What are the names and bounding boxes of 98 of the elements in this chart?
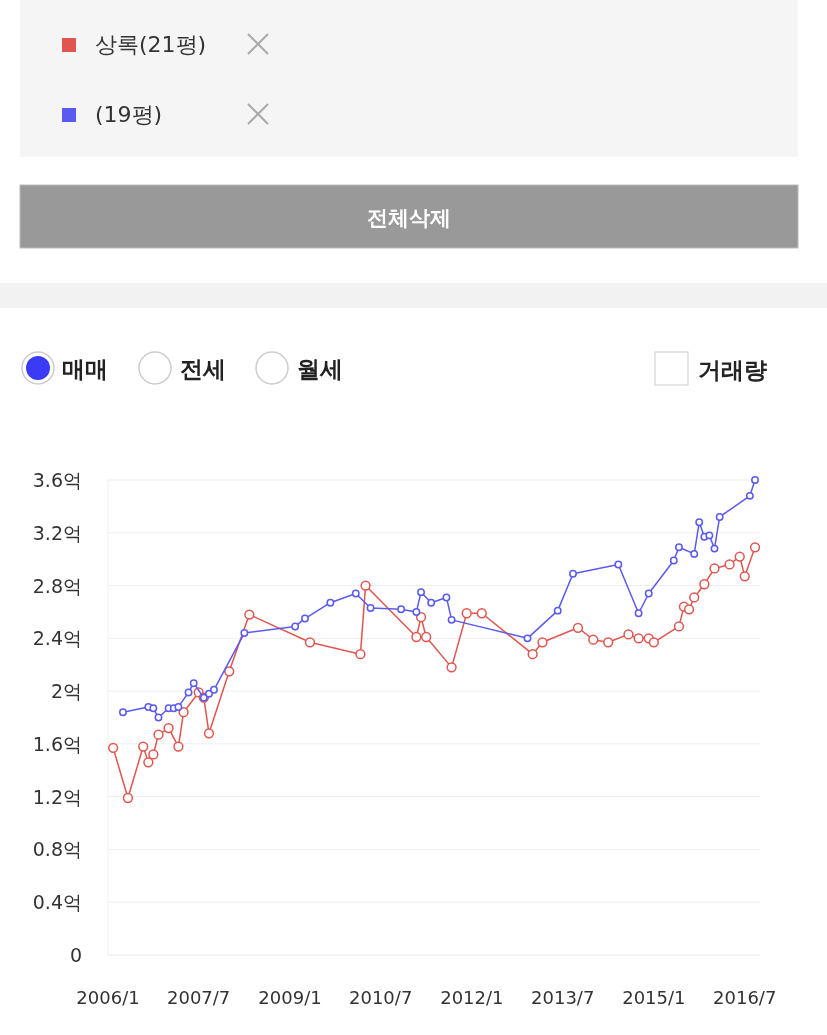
point xyxy=(163,722,174,734)
point xyxy=(446,662,457,673)
point xyxy=(122,792,134,804)
text: 전세 xyxy=(180,356,226,382)
point xyxy=(527,649,538,660)
point xyxy=(537,637,548,648)
y-tick-label: 0 xyxy=(69,944,82,966)
point xyxy=(673,621,685,632)
point xyxy=(148,749,159,760)
x-tick-label: 2013/7 xyxy=(531,987,595,1008)
point xyxy=(417,588,425,597)
x-tick-label: 2006/1 xyxy=(76,987,140,1008)
point xyxy=(669,556,678,565)
text: 거래량 xyxy=(698,357,767,383)
point xyxy=(648,637,660,648)
point xyxy=(397,605,406,614)
legend-label: 상록(21평) xyxy=(95,32,207,57)
point xyxy=(143,757,154,768)
point xyxy=(421,631,432,643)
point xyxy=(623,629,634,640)
point xyxy=(149,704,158,713)
point xyxy=(603,637,614,648)
point xyxy=(153,729,164,740)
y-tick-label: 0.8억 xyxy=(32,838,82,861)
point xyxy=(447,615,456,624)
point xyxy=(210,685,218,694)
y-tick-label: 2억 xyxy=(50,680,82,703)
point xyxy=(710,544,719,553)
point xyxy=(572,622,584,633)
point xyxy=(689,592,700,603)
legend-label: (19평) xyxy=(95,102,163,127)
point xyxy=(351,589,360,598)
point xyxy=(614,560,623,569)
point xyxy=(301,614,309,623)
point xyxy=(119,708,127,717)
point xyxy=(523,634,532,643)
point xyxy=(415,612,427,623)
point xyxy=(411,631,422,643)
text: 전체삭제 xyxy=(367,206,451,230)
point xyxy=(360,580,371,591)
point xyxy=(224,666,235,677)
point xyxy=(240,629,249,638)
point xyxy=(476,608,487,619)
point xyxy=(205,689,213,698)
point xyxy=(108,742,119,753)
point xyxy=(569,569,577,578)
point xyxy=(203,728,215,739)
y-tick-label: 2.4억 xyxy=(32,627,82,650)
point xyxy=(588,634,599,645)
point xyxy=(189,679,198,688)
x-tick-label: 2007/7 xyxy=(167,987,231,1008)
point xyxy=(734,551,745,562)
point xyxy=(675,543,683,552)
point xyxy=(709,563,720,574)
point xyxy=(633,633,644,644)
point xyxy=(427,598,436,607)
y-tick-label: 1.2억 xyxy=(32,785,82,808)
point xyxy=(699,579,710,590)
y-tick-label: 2.8억 xyxy=(32,574,82,597)
y-tick-label: 3.6억 xyxy=(32,469,82,491)
point xyxy=(739,571,750,582)
point xyxy=(751,476,759,484)
y-tick-label: 1.6억 xyxy=(32,732,82,755)
point xyxy=(355,649,366,660)
point xyxy=(138,741,149,752)
point xyxy=(745,491,754,500)
text: 매매 xyxy=(62,356,108,382)
point xyxy=(304,637,316,648)
point xyxy=(244,609,255,620)
point xyxy=(291,622,300,631)
point xyxy=(749,542,761,553)
point xyxy=(366,604,375,612)
point xyxy=(174,702,183,711)
point xyxy=(173,741,184,752)
x-tick-label: 2012/1 xyxy=(440,987,504,1008)
point xyxy=(461,608,472,619)
point xyxy=(442,593,451,602)
text: 월세 xyxy=(297,356,343,382)
x-tick-label: 2009/1 xyxy=(258,987,322,1008)
point xyxy=(724,559,735,570)
point xyxy=(326,598,335,607)
x-tick-label: 2010/7 xyxy=(349,987,413,1008)
x-tick-label: 2015/1 xyxy=(622,987,686,1008)
point xyxy=(715,512,724,521)
point xyxy=(644,589,653,598)
point xyxy=(690,549,699,558)
y-tick-label: 3.2억 xyxy=(32,521,82,544)
point xyxy=(705,531,714,540)
point xyxy=(184,688,193,697)
point xyxy=(683,604,695,615)
point xyxy=(553,606,562,615)
point xyxy=(634,609,643,618)
point xyxy=(178,707,189,718)
y-tick-label: 0.4억 xyxy=(32,891,82,914)
point xyxy=(412,607,421,616)
point xyxy=(154,713,163,722)
x-tick-label: 2016/7 xyxy=(713,987,777,1008)
point xyxy=(695,518,704,527)
